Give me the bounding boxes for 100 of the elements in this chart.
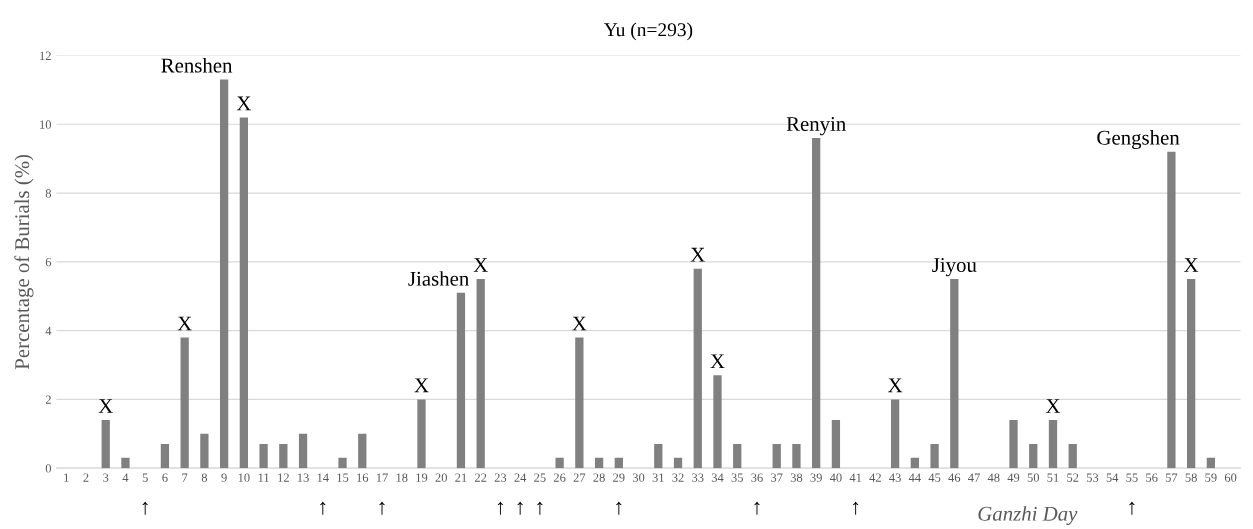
- bar: [1186, 279, 1196, 469]
- y-tick-label: 8: [45, 189, 52, 198]
- x-tick-label: 33: [692, 473, 704, 482]
- bar: [575, 337, 584, 469]
- x-tick-label: 41: [849, 473, 862, 482]
- y-tick-label: 4: [45, 326, 52, 335]
- annotation: Renyin: [786, 117, 846, 136]
- x-tick-label: 56: [1146, 473, 1158, 482]
- annotation: X: [690, 247, 705, 262]
- bar: [298, 433, 308, 469]
- bar: [456, 292, 466, 469]
- x-tick-label: 8: [201, 473, 208, 482]
- bar: [1029, 444, 1038, 469]
- bar: [160, 444, 170, 469]
- x-tick-label: 13: [297, 473, 309, 482]
- bar: [555, 457, 564, 469]
- x-tick-label: 16: [357, 473, 369, 482]
- bar: [476, 279, 485, 469]
- annotation: ↑: [517, 501, 523, 515]
- bar: [594, 457, 604, 469]
- annotation: Gengshen: [1097, 130, 1180, 150]
- x-tick-label: 25: [534, 473, 546, 482]
- annotation: ↑: [320, 501, 326, 515]
- x-tick-label: 34: [711, 473, 724, 482]
- annotation: X: [473, 258, 488, 272]
- annotation: X: [710, 354, 725, 369]
- x-tick-label: 59: [1205, 473, 1217, 482]
- x-tick-label: 50: [1027, 473, 1040, 482]
- x-tick-label: 10: [238, 473, 250, 482]
- x-tick-label: 39: [810, 473, 822, 482]
- bar: [812, 138, 821, 469]
- x-tick-label: 15: [337, 473, 349, 482]
- x-tick-label: 23: [494, 473, 507, 482]
- bar: [831, 420, 841, 469]
- x-tick-label: 1: [64, 473, 69, 482]
- x-tick-label: 46: [948, 473, 961, 482]
- x-tick-label: 60: [1224, 473, 1237, 482]
- annotation: ↑: [1129, 501, 1135, 515]
- x-tick-label: 7: [182, 473, 188, 482]
- annotation: X: [98, 399, 113, 413]
- x-tick-label: 2: [83, 473, 89, 482]
- x-axis-title: Ganzhi Day: [978, 506, 1078, 526]
- bar: [713, 375, 722, 469]
- x-tick-label: 6: [162, 473, 168, 482]
- x-tick-label: 29: [613, 473, 625, 482]
- x-tick-label: 22: [474, 473, 487, 482]
- x-tick-label: 27: [573, 473, 586, 482]
- y-axis-title: Percentage of Burials (%): [14, 154, 34, 370]
- bar: [358, 433, 367, 469]
- x-tick-label: 43: [889, 473, 901, 482]
- annotation: X: [414, 378, 429, 393]
- bar: [417, 399, 426, 469]
- chart-title: Yu (n=293): [604, 22, 693, 41]
- y-tick-label: 12: [40, 51, 51, 60]
- x-tick-label: 18: [396, 473, 408, 482]
- annotation: ↑: [853, 501, 859, 515]
- x-tick-label: 14: [317, 473, 329, 482]
- bar: [673, 457, 683, 469]
- x-tick-label: 55: [1126, 473, 1138, 482]
- annotation: X: [236, 96, 252, 111]
- bar: [239, 117, 249, 469]
- x-tick-label: 42: [869, 473, 881, 482]
- bar: [1068, 444, 1077, 469]
- bar: [338, 457, 347, 469]
- annotation: Jiyou: [932, 257, 977, 277]
- x-tick-label: 11: [258, 473, 269, 482]
- x-tick-label: 40: [829, 473, 842, 482]
- bar: [890, 399, 900, 469]
- annotation: X: [572, 316, 587, 331]
- annotation: ↑: [616, 501, 622, 515]
- bar: [792, 444, 801, 469]
- x-tick-label: 21: [455, 473, 467, 482]
- x-tick-label: 17: [376, 473, 388, 482]
- annotation: X: [888, 378, 903, 393]
- bar: [930, 444, 939, 469]
- annotation: ↑: [754, 501, 760, 515]
- x-tick-label: 24: [514, 473, 527, 482]
- annotation: ↑: [537, 501, 543, 515]
- bar: [1167, 151, 1176, 469]
- x-tick-label: 44: [908, 473, 921, 482]
- x-tick-label: 52: [1067, 473, 1079, 482]
- annotation: ↑: [379, 501, 385, 515]
- x-tick-label: 54: [1106, 473, 1119, 482]
- bar: [733, 444, 742, 469]
- x-tick-label: 9: [221, 473, 227, 482]
- x-tick-label: 35: [731, 473, 743, 482]
- x-tick-label: 49: [1007, 473, 1020, 482]
- x-tick-label: 20: [435, 473, 447, 482]
- x-tick-label: 32: [672, 473, 684, 482]
- bar: [950, 279, 959, 469]
- bar: [693, 268, 702, 469]
- x-tick-label: 38: [790, 473, 803, 482]
- bar: [1009, 420, 1018, 469]
- x-tick-label: 30: [632, 473, 645, 482]
- x-tick-label: 26: [553, 473, 566, 482]
- bar: [101, 420, 110, 469]
- annotation: X: [177, 316, 192, 331]
- x-tick-label: 3: [103, 473, 109, 482]
- x-tick-label: 51: [1047, 473, 1059, 482]
- bar: [1206, 457, 1216, 469]
